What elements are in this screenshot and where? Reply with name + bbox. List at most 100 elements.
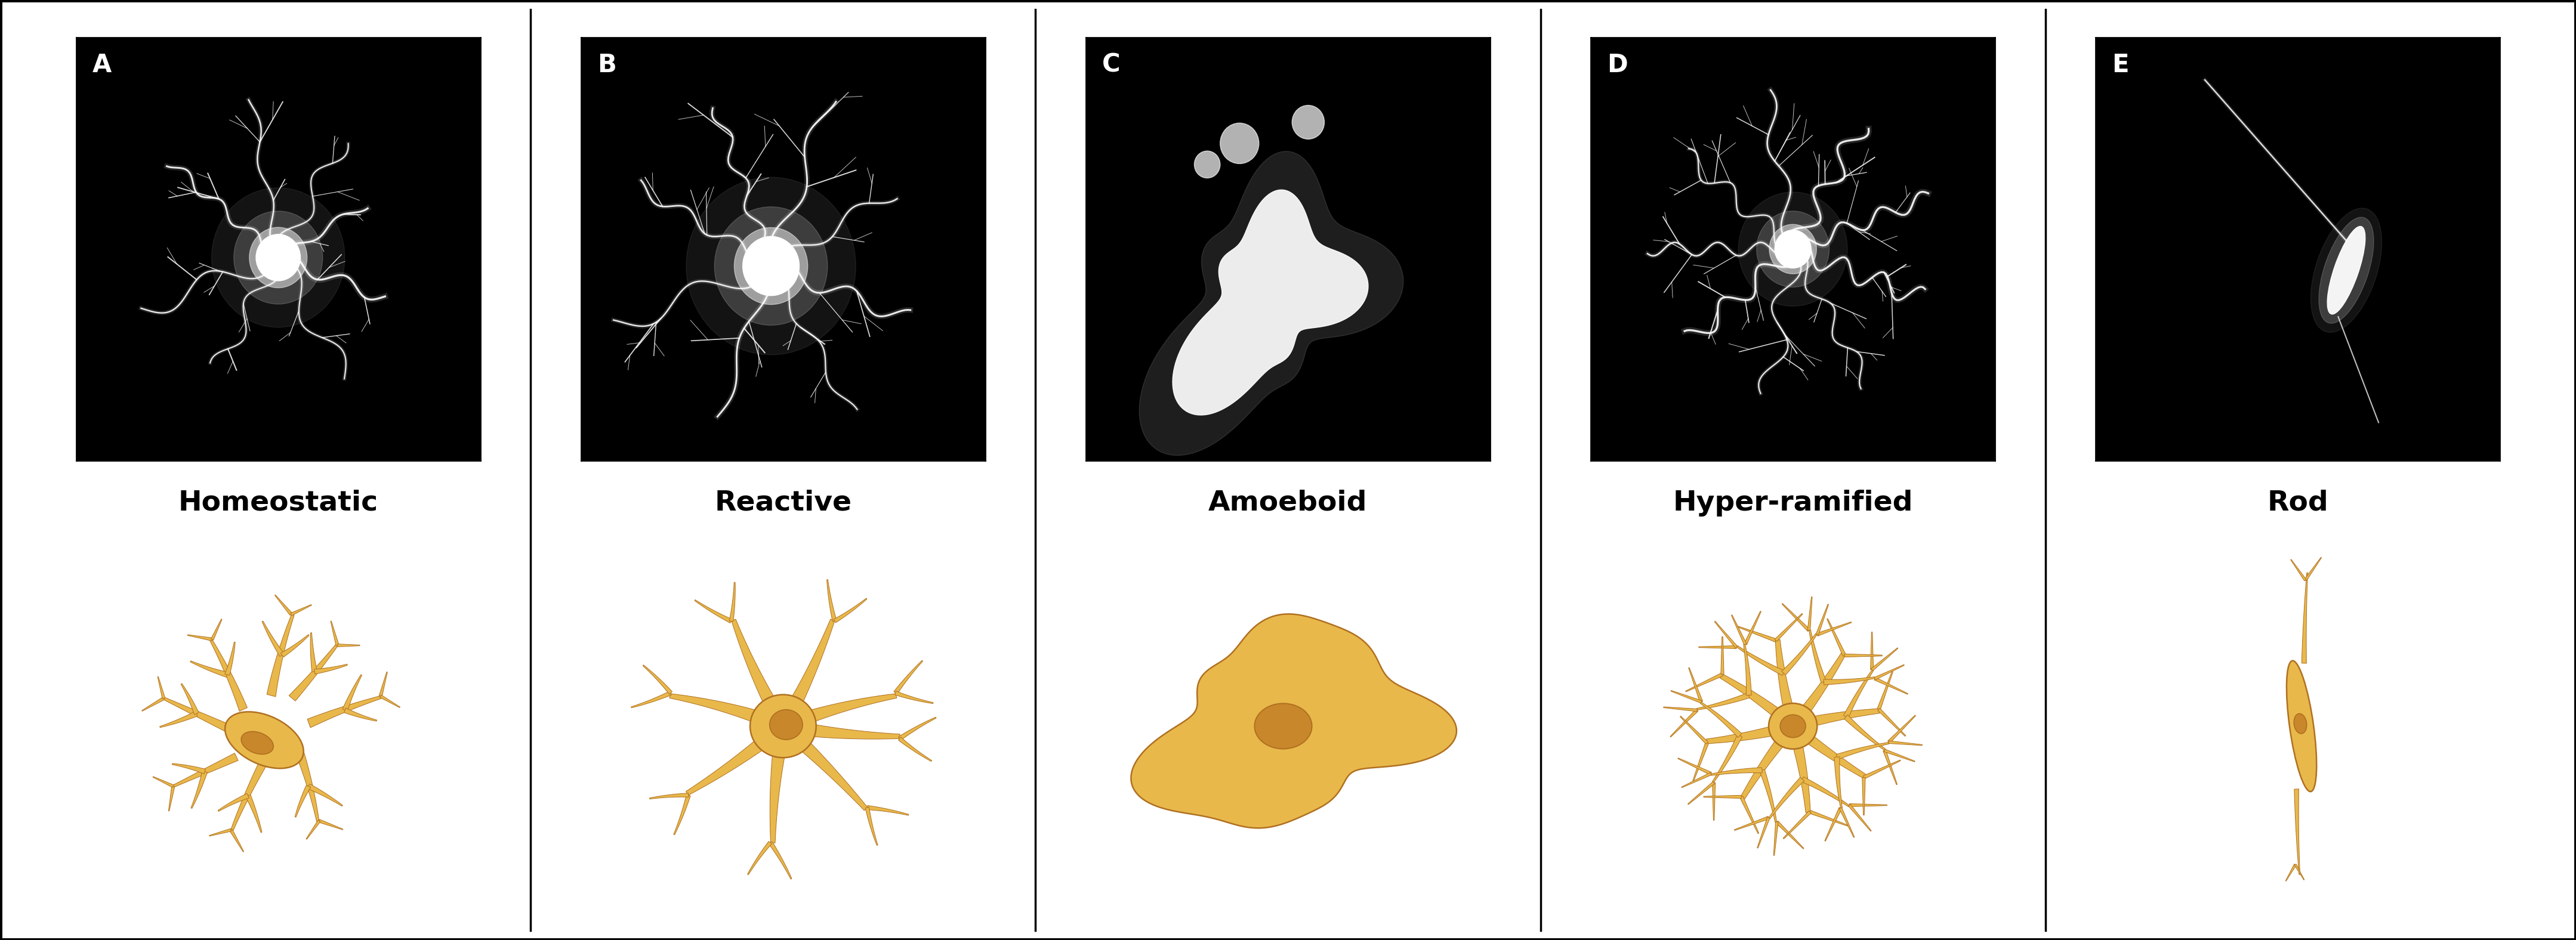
Polygon shape — [1744, 611, 1762, 645]
Text: Rod: Rod — [2267, 490, 2329, 516]
Polygon shape — [1850, 805, 1870, 831]
Polygon shape — [1816, 604, 1829, 635]
Polygon shape — [1824, 807, 1842, 841]
Polygon shape — [631, 691, 672, 708]
Circle shape — [714, 207, 827, 325]
Polygon shape — [263, 621, 283, 656]
Circle shape — [1739, 192, 1847, 306]
Polygon shape — [1883, 749, 1914, 761]
Polygon shape — [781, 694, 896, 733]
Polygon shape — [1713, 783, 1716, 821]
Ellipse shape — [2311, 208, 2383, 333]
Ellipse shape — [770, 710, 804, 740]
Polygon shape — [291, 604, 312, 616]
Ellipse shape — [1780, 714, 1806, 738]
Polygon shape — [1844, 714, 1886, 750]
Polygon shape — [2306, 557, 2321, 581]
Text: Hyper-ramified: Hyper-ramified — [1672, 490, 1914, 516]
Polygon shape — [649, 793, 688, 799]
Polygon shape — [1172, 190, 1368, 415]
Polygon shape — [343, 675, 361, 712]
Text: A: A — [93, 53, 111, 77]
Polygon shape — [1672, 691, 1703, 703]
Polygon shape — [337, 644, 361, 647]
Polygon shape — [1721, 636, 1723, 674]
Polygon shape — [1883, 750, 1899, 785]
Polygon shape — [157, 677, 165, 698]
Polygon shape — [1837, 743, 1888, 760]
Polygon shape — [211, 619, 222, 640]
Polygon shape — [1759, 770, 1777, 822]
Polygon shape — [319, 820, 343, 830]
Polygon shape — [783, 719, 899, 739]
Polygon shape — [1816, 622, 1852, 636]
Polygon shape — [1739, 626, 1777, 642]
Text: Homeostatic: Homeostatic — [178, 490, 379, 516]
Polygon shape — [229, 829, 245, 852]
Circle shape — [211, 188, 345, 327]
Polygon shape — [644, 665, 672, 695]
Polygon shape — [696, 600, 732, 623]
Polygon shape — [1685, 673, 1723, 692]
Polygon shape — [314, 664, 348, 674]
Ellipse shape — [242, 731, 273, 754]
Polygon shape — [180, 683, 198, 714]
Ellipse shape — [2326, 227, 2365, 314]
Ellipse shape — [2287, 661, 2316, 791]
Polygon shape — [1692, 743, 1708, 781]
Polygon shape — [330, 621, 340, 646]
Text: D: D — [1607, 53, 1628, 77]
Polygon shape — [1875, 678, 1909, 695]
Polygon shape — [167, 786, 175, 811]
Text: E: E — [2112, 53, 2128, 77]
Polygon shape — [1793, 709, 1880, 731]
Polygon shape — [173, 763, 206, 774]
Polygon shape — [1664, 707, 1698, 712]
Polygon shape — [672, 794, 690, 835]
Polygon shape — [899, 737, 933, 761]
Polygon shape — [1875, 665, 1904, 680]
Ellipse shape — [2293, 713, 2306, 733]
Circle shape — [685, 178, 855, 355]
Polygon shape — [379, 672, 386, 697]
Polygon shape — [747, 841, 773, 875]
Polygon shape — [1700, 702, 1741, 738]
Polygon shape — [778, 721, 868, 810]
Polygon shape — [160, 712, 198, 728]
Polygon shape — [1862, 777, 1865, 815]
Polygon shape — [1862, 760, 1901, 779]
Polygon shape — [685, 720, 788, 795]
Polygon shape — [1770, 777, 1803, 819]
Polygon shape — [142, 697, 165, 712]
Polygon shape — [1783, 811, 1811, 838]
Polygon shape — [1139, 151, 1404, 455]
Polygon shape — [224, 642, 234, 675]
Ellipse shape — [750, 695, 817, 758]
Polygon shape — [729, 582, 734, 621]
Polygon shape — [1131, 614, 1455, 828]
Text: Amoeboid: Amoeboid — [1208, 490, 1368, 516]
Polygon shape — [1878, 671, 1893, 710]
Polygon shape — [1705, 721, 1793, 744]
Polygon shape — [1824, 677, 1875, 684]
Text: C: C — [1103, 53, 1121, 77]
Polygon shape — [1839, 807, 1855, 838]
Ellipse shape — [1770, 703, 1816, 749]
Ellipse shape — [1255, 703, 1311, 749]
Polygon shape — [827, 580, 837, 621]
Polygon shape — [1736, 646, 1785, 676]
Polygon shape — [2295, 789, 2300, 874]
Polygon shape — [1775, 614, 1803, 641]
Polygon shape — [1739, 796, 1759, 834]
Polygon shape — [1703, 795, 1741, 798]
Polygon shape — [294, 750, 319, 822]
Polygon shape — [191, 661, 229, 677]
Polygon shape — [899, 717, 935, 741]
Polygon shape — [770, 726, 791, 843]
Polygon shape — [1734, 816, 1770, 830]
Polygon shape — [1808, 810, 1847, 826]
Circle shape — [250, 227, 307, 288]
Polygon shape — [1687, 667, 1703, 702]
Circle shape — [1757, 212, 1829, 288]
Polygon shape — [1775, 822, 1777, 855]
